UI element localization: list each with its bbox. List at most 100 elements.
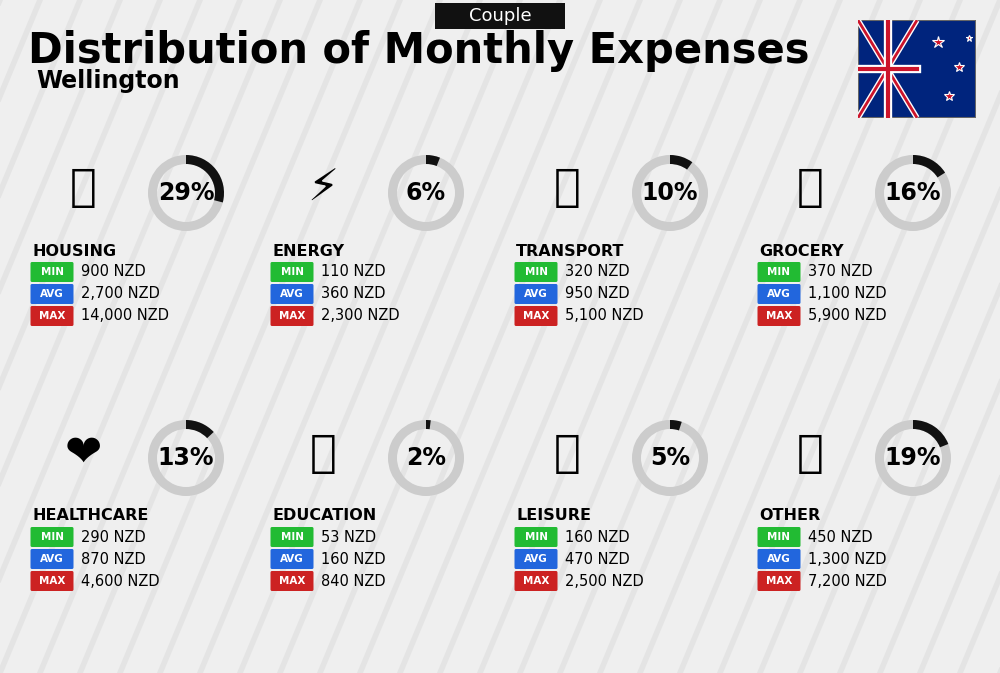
Text: AVG: AVG (524, 289, 548, 299)
Wedge shape (426, 420, 431, 429)
Text: AVG: AVG (40, 554, 64, 564)
Text: ❤: ❤ (64, 431, 102, 474)
Text: 6%: 6% (406, 181, 446, 205)
Text: MAX: MAX (39, 576, 65, 586)
Text: 470 NZD: 470 NZD (565, 551, 630, 567)
Wedge shape (148, 155, 224, 231)
Text: 2,300 NZD: 2,300 NZD (321, 308, 400, 324)
FancyBboxPatch shape (514, 527, 558, 547)
FancyBboxPatch shape (514, 284, 558, 304)
FancyBboxPatch shape (514, 306, 558, 326)
Text: AVG: AVG (40, 289, 64, 299)
Text: 13%: 13% (158, 446, 214, 470)
Text: ENERGY: ENERGY (272, 244, 344, 258)
Text: MAX: MAX (523, 576, 549, 586)
FancyBboxPatch shape (758, 571, 800, 591)
Text: MIN: MIN (40, 267, 64, 277)
FancyBboxPatch shape (514, 549, 558, 569)
FancyBboxPatch shape (758, 549, 800, 569)
Wedge shape (388, 420, 464, 496)
FancyBboxPatch shape (270, 284, 314, 304)
Text: ⚡: ⚡ (307, 166, 339, 209)
Text: 29%: 29% (158, 181, 214, 205)
Wedge shape (186, 155, 224, 203)
Text: 160 NZD: 160 NZD (565, 530, 630, 544)
Text: LEISURE: LEISURE (516, 509, 591, 524)
FancyBboxPatch shape (270, 549, 314, 569)
Text: HEALTHCARE: HEALTHCARE (32, 509, 148, 524)
FancyBboxPatch shape (270, 306, 314, 326)
Text: MAX: MAX (279, 311, 305, 321)
Text: 16%: 16% (885, 181, 941, 205)
Text: MAX: MAX (766, 311, 792, 321)
Text: 5,100 NZD: 5,100 NZD (565, 308, 644, 324)
Text: 19%: 19% (885, 446, 941, 470)
Text: 🏢: 🏢 (70, 166, 96, 209)
Wedge shape (388, 155, 464, 231)
Text: 290 NZD: 290 NZD (81, 530, 146, 544)
Wedge shape (670, 155, 692, 170)
FancyBboxPatch shape (30, 571, 74, 591)
Text: OTHER: OTHER (759, 509, 820, 524)
Text: 14,000 NZD: 14,000 NZD (81, 308, 169, 324)
Text: 870 NZD: 870 NZD (81, 551, 146, 567)
Wedge shape (875, 155, 951, 231)
Text: TRANSPORT: TRANSPORT (516, 244, 624, 258)
Text: 4,600 NZD: 4,600 NZD (81, 573, 160, 588)
Text: 🚌: 🚌 (554, 166, 580, 209)
Wedge shape (670, 420, 682, 431)
Wedge shape (913, 155, 945, 178)
Text: MIN: MIN (280, 532, 304, 542)
Text: 🛒: 🛒 (797, 166, 823, 209)
FancyBboxPatch shape (758, 527, 800, 547)
Wedge shape (186, 420, 214, 438)
FancyBboxPatch shape (758, 306, 800, 326)
Text: 7,200 NZD: 7,200 NZD (808, 573, 887, 588)
Text: 🎓: 🎓 (310, 431, 336, 474)
FancyBboxPatch shape (30, 284, 74, 304)
FancyBboxPatch shape (270, 571, 314, 591)
Text: 2,700 NZD: 2,700 NZD (81, 287, 160, 302)
FancyBboxPatch shape (435, 3, 565, 29)
FancyBboxPatch shape (30, 549, 74, 569)
FancyBboxPatch shape (514, 262, 558, 282)
Wedge shape (875, 420, 951, 496)
Text: AVG: AVG (280, 289, 304, 299)
FancyBboxPatch shape (270, 527, 314, 547)
Text: 2%: 2% (406, 446, 446, 470)
Text: MAX: MAX (39, 311, 65, 321)
Wedge shape (426, 155, 440, 166)
Text: 2,500 NZD: 2,500 NZD (565, 573, 644, 588)
Text: 1,300 NZD: 1,300 NZD (808, 551, 887, 567)
FancyBboxPatch shape (858, 20, 976, 118)
Text: EDUCATION: EDUCATION (272, 509, 376, 524)
FancyBboxPatch shape (758, 284, 800, 304)
Text: Couple: Couple (469, 7, 531, 25)
Text: 53 NZD: 53 NZD (321, 530, 376, 544)
Text: 1,100 NZD: 1,100 NZD (808, 287, 887, 302)
Text: Wellington: Wellington (36, 69, 180, 93)
Text: GROCERY: GROCERY (759, 244, 844, 258)
Wedge shape (632, 155, 708, 231)
Text: 🛍: 🛍 (554, 431, 580, 474)
FancyBboxPatch shape (30, 306, 74, 326)
Wedge shape (148, 420, 224, 496)
Text: 950 NZD: 950 NZD (565, 287, 630, 302)
Text: MIN: MIN (40, 532, 64, 542)
Wedge shape (913, 420, 948, 448)
Text: 900 NZD: 900 NZD (81, 264, 146, 279)
Text: 5,900 NZD: 5,900 NZD (808, 308, 887, 324)
Text: AVG: AVG (767, 289, 791, 299)
Text: 10%: 10% (642, 181, 698, 205)
Text: HOUSING: HOUSING (32, 244, 116, 258)
FancyBboxPatch shape (514, 571, 558, 591)
Text: AVG: AVG (767, 554, 791, 564)
Text: MIN: MIN (768, 532, 790, 542)
FancyBboxPatch shape (30, 527, 74, 547)
Text: AVG: AVG (524, 554, 548, 564)
Text: MIN: MIN (280, 267, 304, 277)
Text: 110 NZD: 110 NZD (321, 264, 386, 279)
Text: 370 NZD: 370 NZD (808, 264, 873, 279)
Text: 840 NZD: 840 NZD (321, 573, 386, 588)
Text: MIN: MIN (524, 267, 548, 277)
